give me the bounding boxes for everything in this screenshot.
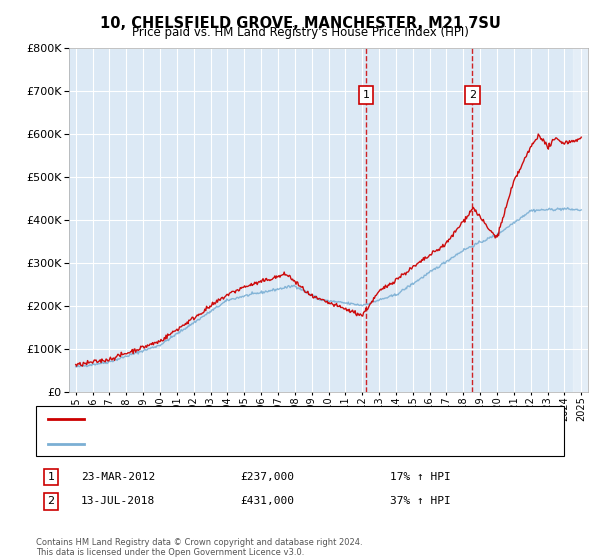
Text: £237,000: £237,000 xyxy=(240,472,294,482)
Bar xyxy=(573,48,590,392)
Text: 10, CHELSFIELD GROVE, MANCHESTER, M21 7SU (detached house): 10, CHELSFIELD GROVE, MANCHESTER, M21 7S… xyxy=(90,414,439,424)
Text: Contains HM Land Registry data © Crown copyright and database right 2024.
This d: Contains HM Land Registry data © Crown c… xyxy=(36,538,362,557)
Text: 13-JUL-2018: 13-JUL-2018 xyxy=(81,496,155,506)
Text: 2: 2 xyxy=(469,90,476,100)
Text: 23-MAR-2012: 23-MAR-2012 xyxy=(81,472,155,482)
Text: 2: 2 xyxy=(47,496,55,506)
Text: 17% ↑ HPI: 17% ↑ HPI xyxy=(390,472,451,482)
Text: £431,000: £431,000 xyxy=(240,496,294,506)
Text: 1: 1 xyxy=(362,90,370,100)
Text: Price paid vs. HM Land Registry's House Price Index (HPI): Price paid vs. HM Land Registry's House … xyxy=(131,26,469,39)
Text: HPI: Average price, detached house, Manchester: HPI: Average price, detached house, Manc… xyxy=(90,439,344,449)
Text: 37% ↑ HPI: 37% ↑ HPI xyxy=(390,496,451,506)
Text: 1: 1 xyxy=(47,472,55,482)
Text: 10, CHELSFIELD GROVE, MANCHESTER, M21 7SU: 10, CHELSFIELD GROVE, MANCHESTER, M21 7S… xyxy=(100,16,500,31)
